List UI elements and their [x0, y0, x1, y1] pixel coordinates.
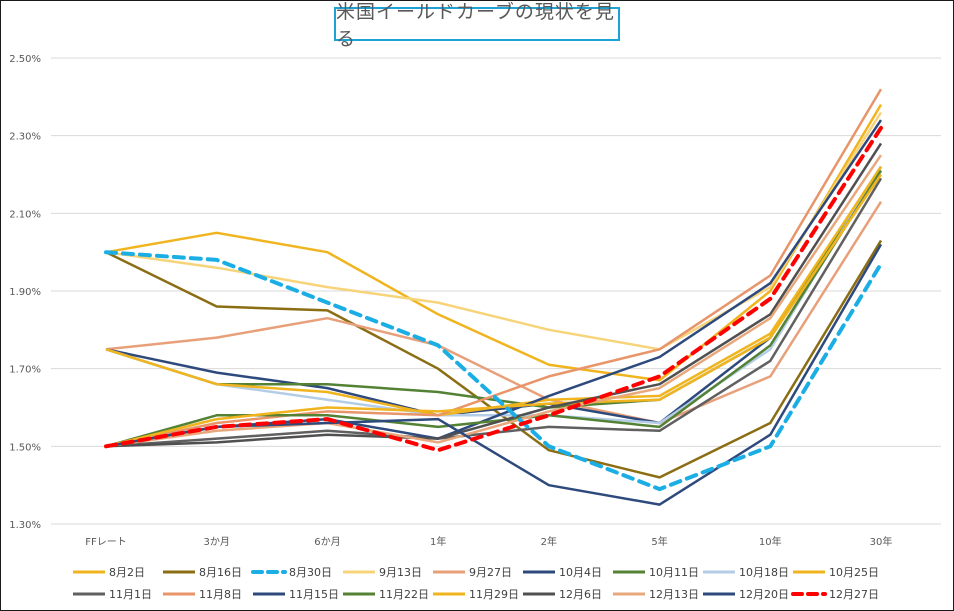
- legend-label: 9月27日: [469, 566, 512, 579]
- series-line-9月13日: [105, 111, 883, 351]
- legend-label: 8月2日: [109, 566, 145, 579]
- series-line-8月2日: [105, 103, 883, 382]
- legend-label: 10月11日: [649, 566, 699, 579]
- legend-item: 8月2日: [71, 564, 161, 580]
- plot-area: 1.30% 1.50% 1.70% 1.90% 2.10% 2.30% 2.50% FFレー…: [9, 54, 941, 548]
- series-line-10月18日: [105, 166, 883, 425]
- x-tick-label: 5年: [651, 535, 667, 548]
- series-line-12月13日: [105, 154, 883, 448]
- legend-label: 10月4日: [559, 566, 602, 579]
- legend-label: 11月22日: [379, 588, 429, 601]
- legend-label: 9月13日: [379, 566, 422, 579]
- series-line-11月1日: [105, 177, 883, 448]
- legend-item: 10月4日: [521, 564, 611, 580]
- legend-label: 11月15日: [289, 588, 339, 601]
- legend-swatch: [343, 592, 375, 596]
- legend-item: 12月13日: [611, 586, 701, 602]
- legend-swatch: [163, 592, 195, 596]
- legend-swatch: [73, 570, 105, 574]
- x-tick-label: 2年: [541, 535, 557, 548]
- legend-swatch: [433, 592, 465, 596]
- legend-swatch: [433, 570, 465, 574]
- y-tick-label: 2.50%: [9, 54, 41, 65]
- legend-swatch: [163, 570, 195, 574]
- x-tick-label: FFレート: [85, 537, 127, 548]
- legend-label: 8月16日: [199, 566, 242, 579]
- y-tick-label: 2.10%: [9, 209, 41, 220]
- x-tick-label: 1年: [430, 535, 446, 548]
- legend-swatch: [523, 592, 555, 596]
- legend-label: 11月8日: [199, 588, 242, 601]
- legend-label: 12月27日: [829, 588, 879, 601]
- legend-item: 8月30日: [251, 564, 341, 580]
- legend-label: 10月18日: [739, 566, 789, 579]
- legend-row: 8月2日 8月16日 8月30日 9月13日 9月27日 10月4日 10月11日 10月18…: [71, 561, 951, 583]
- y-tick-label: 1.90%: [9, 287, 41, 298]
- legend-item: 10月18日: [701, 564, 791, 580]
- legend-label: 11月1日: [109, 588, 152, 601]
- series-line-10月4日: [105, 166, 883, 425]
- legend-swatch: [703, 570, 735, 574]
- legend-swatch: [613, 592, 645, 596]
- x-tick-label: 10年: [759, 535, 782, 548]
- legend-label: 10月25日: [829, 566, 879, 579]
- legend-swatch: [251, 570, 287, 574]
- series-line-12月27日: [104, 125, 883, 453]
- series-line-11月22日: [105, 169, 883, 448]
- y-tick-label: 2.30%: [9, 132, 41, 143]
- legend-label: 12月13日: [649, 588, 699, 601]
- legend-item: 10月11日: [611, 564, 701, 580]
- y-tick-label: 1.70%: [9, 365, 41, 376]
- legend-label: 8月30日: [289, 566, 332, 579]
- legend-item: 11月8日: [161, 586, 251, 602]
- legend: 8月2日 8月16日 8月30日 9月13日 9月27日 10月4日 10月11日 10月18…: [71, 561, 951, 605]
- legend-item: 11月29日: [431, 586, 521, 602]
- series-line-8月30日: [104, 250, 883, 492]
- legend-swatch: [73, 592, 105, 596]
- legend-swatch: [703, 592, 735, 596]
- legend-item: 12月6日: [521, 586, 611, 602]
- x-tick-label: 30年: [870, 535, 893, 548]
- legend-item: 9月27日: [431, 564, 521, 580]
- legend-swatch: [793, 570, 825, 574]
- legend-item: 11月1日: [71, 586, 161, 602]
- legend-label: 12月20日: [739, 588, 789, 601]
- legend-item: 11月15日: [251, 586, 341, 602]
- series-line-11月29日: [105, 173, 883, 448]
- legend-item: 8月16日: [161, 564, 251, 580]
- y-axis-ticks: 1.30% 1.50% 1.70% 1.90% 2.10% 2.30% 2.50%: [9, 54, 41, 531]
- legend-swatch: [613, 570, 645, 574]
- series-line-12月6日: [105, 142, 883, 448]
- legend-item: 12月27日: [791, 586, 881, 602]
- legend-swatch: [523, 570, 555, 574]
- legend-swatch: [791, 592, 827, 596]
- series-lines: [104, 88, 883, 506]
- x-axis-ticks: FFレート 3か月 6か月 1年 2年 5年 10年 30年: [85, 535, 892, 548]
- legend-item: 11月22日: [341, 586, 431, 602]
- legend-label: 11月29日: [469, 588, 519, 601]
- x-tick-label: 3か月: [204, 536, 230, 548]
- legend-swatch: [253, 592, 285, 596]
- y-tick-label: 1.50%: [9, 442, 41, 453]
- legend-item: 12月20日: [701, 586, 791, 602]
- legend-label: 12月6日: [559, 588, 602, 601]
- x-tick-label: 6か月: [314, 536, 340, 548]
- chart-title: 米国イールドカーブの現状を見る: [334, 1, 620, 50]
- legend-item: 10月25日: [791, 564, 881, 580]
- legend-item: 9月13日: [341, 564, 431, 580]
- y-tick-label: 1.30%: [9, 520, 41, 531]
- legend-swatch: [343, 570, 375, 574]
- series-line-9月27日: [105, 201, 883, 425]
- legend-row: 11月1日 11月8日 11月15日 11月22日 11月29日 12月6日 12月13日 1…: [71, 583, 951, 605]
